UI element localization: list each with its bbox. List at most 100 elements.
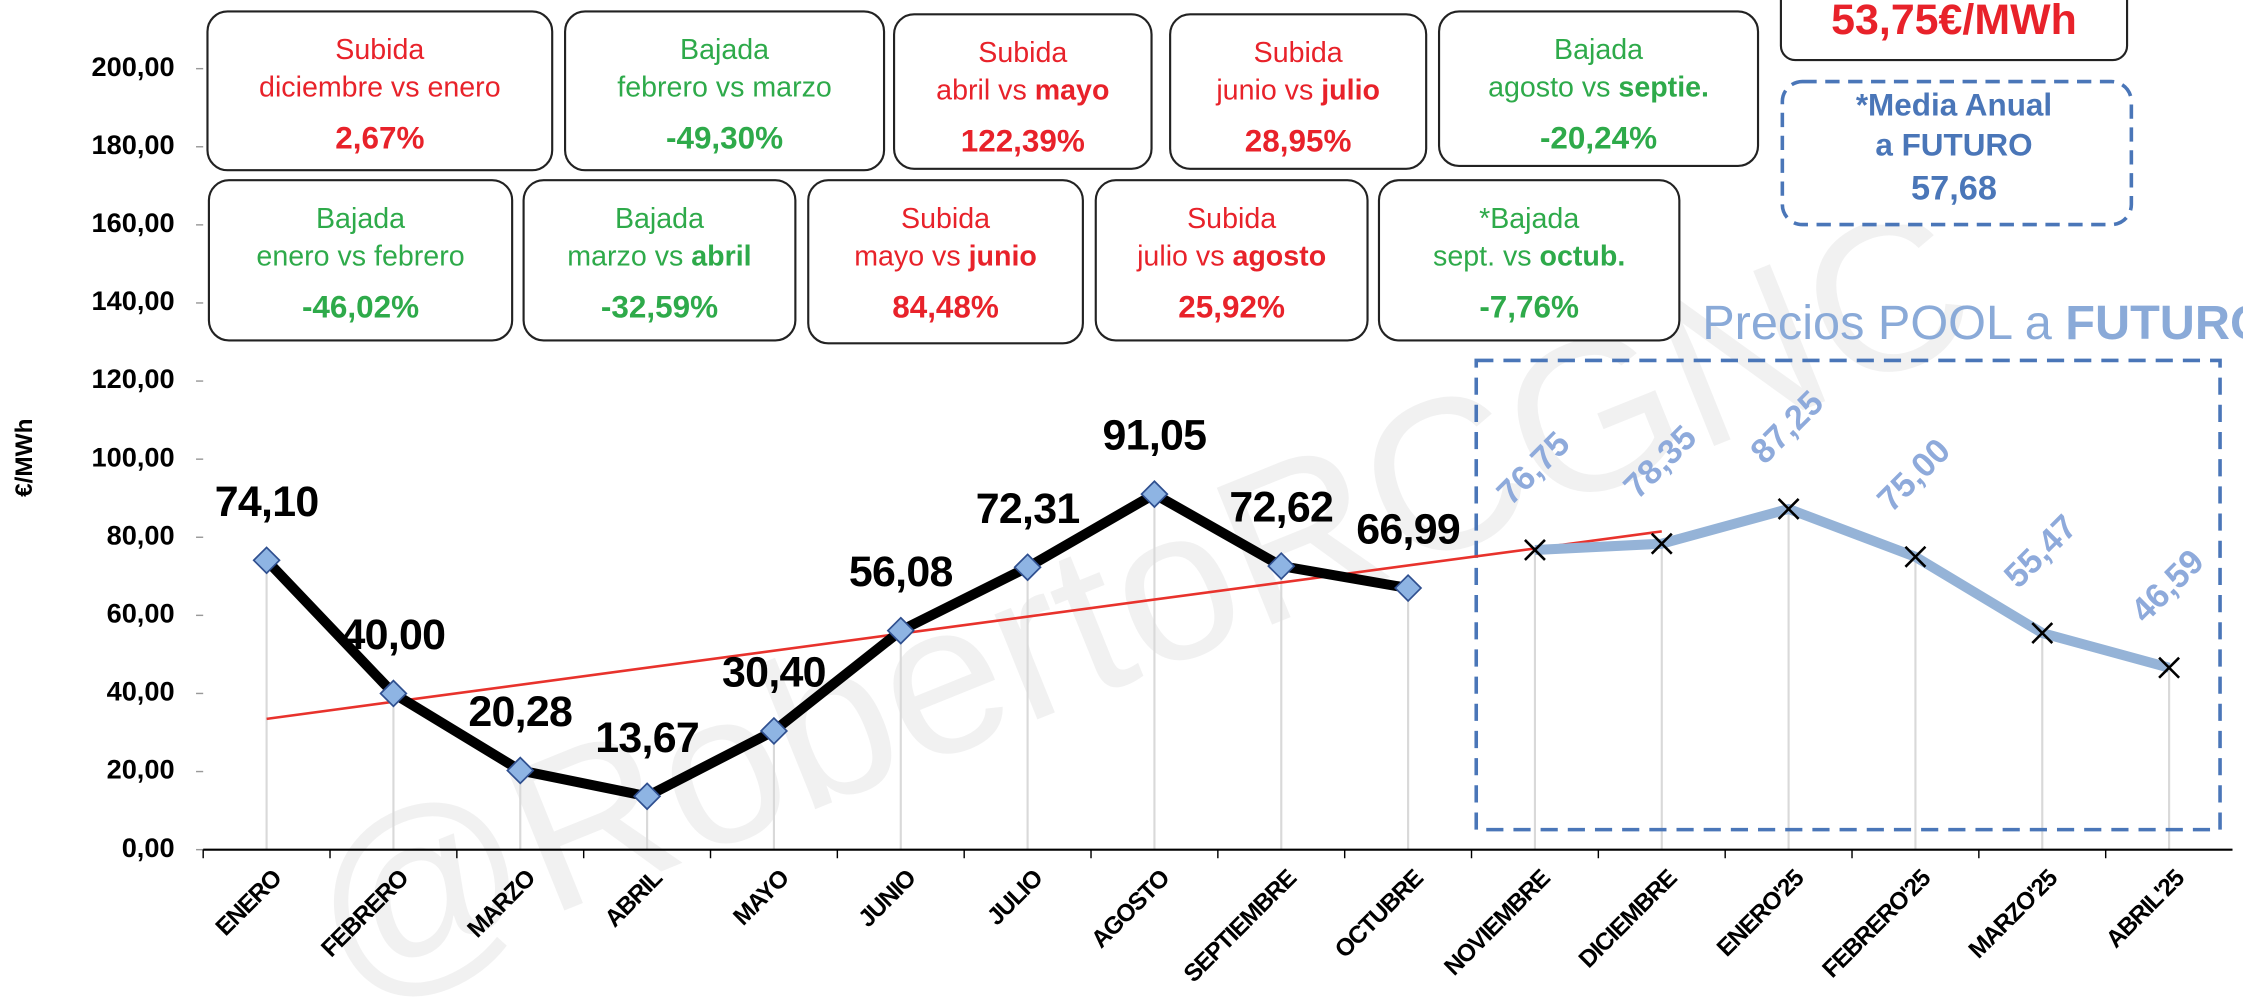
marker [886,616,915,645]
marker [759,716,789,746]
comparison-text: junio vs julio [1215,74,1380,106]
data-label: 66,99 [1356,506,1460,554]
y-tick-label: 160,00 [92,207,175,238]
y-tick-label: 140,00 [92,285,175,316]
comparison-box [1437,10,1760,167]
marker [1650,532,1673,555]
comparison-text: febrero vs marzo [617,71,832,103]
y-tick-label: 200,00 [92,51,175,82]
comparison-text-emph: septie. [1618,71,1709,103]
comparison-heading: Bajada [316,203,405,235]
marker [1394,573,1423,603]
comparison-heading: *Bajada [1479,203,1579,235]
comparison-text: julio vs agosto [1136,240,1326,272]
comparison-text-emph: julio [1320,74,1380,106]
headline: 53,75€/MWh [1831,0,2077,44]
comparison-value: 28,95% [1245,123,1352,158]
marker [1267,551,1296,581]
comparison-heading: Subida [1187,203,1276,235]
comparison-heading: Subida [978,37,1067,69]
comparison-text: diciembre vs enero [259,71,501,103]
comparison-value: 84,48% [892,289,999,324]
marker [506,756,535,785]
comparison-text-main: mayo vs [854,240,960,272]
data-label: 30,40 [722,648,826,696]
series-line [262,489,1409,802]
data-label: 20,28 [468,688,572,736]
comparison-text-emph: abril [691,240,751,272]
forecast-average-box [1780,79,2134,227]
comparison-text-main: julio vs [1136,240,1224,272]
forecast-label-emph: FUTURO [2065,296,2243,350]
comparison-box [1094,179,1369,342]
marker [252,546,281,575]
data-label: 40,00 [342,611,446,659]
marker [2158,656,2181,679]
marker [379,679,408,708]
comparison-text: enero vs febrero [256,240,464,272]
comparison-text: abril vs mayo [936,74,1109,106]
comparison-text-main: agosto vs [1488,71,1610,103]
y-tick-label: 60,00 [107,598,175,629]
comparison-text-emph: mayo [1035,74,1110,106]
comparison-text: sept. vs octub. [1433,240,1625,272]
comparison-value: -32,59% [601,289,718,324]
comparison-text-main: abril vs [936,74,1027,106]
data-label: 91,05 [1103,412,1207,460]
comparison-text-emph: octub. [1540,240,1626,272]
y-tick-label: 40,00 [107,676,175,707]
comparison-box [1169,13,1428,170]
series-line [1534,503,2171,673]
forecast-region [1474,358,2222,832]
y-tick-label: 120,00 [92,363,175,394]
data-label: 13,67 [595,714,699,762]
comparison-heading: Bajada [615,203,704,235]
comparison-text-main: diciembre vs enero [259,71,501,103]
headline-box [1779,0,2129,62]
forecast-average-line: a FUTURO [1875,128,2032,163]
comparison-text-main: marzo vs [567,240,683,272]
comparison-value: 122,39% [961,123,1085,158]
marker [633,782,662,811]
comparison-box [564,10,886,172]
y-axis-label: €/MWh [11,419,38,497]
y-tick-label: 80,00 [107,519,175,550]
marker [1904,545,1927,568]
comparison-heading: Bajada [1554,34,1643,66]
comparison-box [807,179,1084,345]
y-tick-label: 20,00 [107,754,175,785]
comparison-text: agosto vs septie. [1488,71,1709,103]
comparison-text-emph: junio [968,240,1037,272]
comparison-box [207,179,514,342]
marker [1140,480,1169,509]
comparison-text: mayo vs junio [854,240,1037,272]
marker [2031,622,2054,644]
trend-line [266,530,1662,721]
comparison-text-main: sept. vs [1433,240,1532,272]
data-label: 56,08 [849,548,953,596]
forecast-average-value: 57,68 [1911,169,1997,207]
y-tick-label: 100,00 [92,441,175,472]
comparison-value: -20,24% [1540,120,1657,155]
comparison-heading: Bajada [680,34,769,66]
comparison-box [1377,179,1681,342]
marker [1524,539,1546,561]
comparison-heading: Subida [335,34,424,66]
y-tick-label: 0,00 [122,832,175,863]
data-label: 74,10 [215,478,319,526]
comparison-box [206,10,554,172]
comparison-value: 25,92% [1178,289,1285,324]
comparison-text-emph: agosto [1232,240,1326,272]
comparison-text-main: enero vs febrero [256,240,464,272]
data-label: 72,31 [976,485,1080,533]
marker [1777,498,1800,520]
comparison-heading: Subida [901,203,990,235]
marker [1013,553,1042,582]
comparison-text: marzo vs abril [567,240,751,272]
y-tick-label: 180,00 [92,129,175,160]
forecast-label: Precios POOL a FUTURO [1702,296,2243,350]
comparison-text-main: junio vs [1215,74,1313,106]
forecast-label-text: Precios POOL a [1702,296,2052,350]
comparison-value: -7,76% [1479,289,1579,324]
